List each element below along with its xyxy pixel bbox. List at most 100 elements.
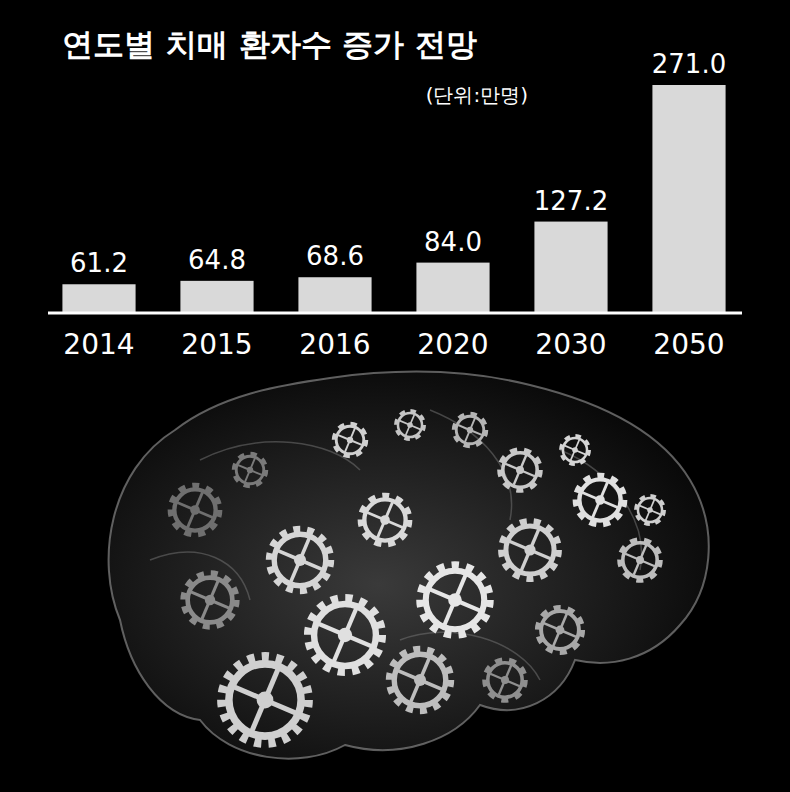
gear	[390, 650, 450, 710]
gear-spoke	[202, 600, 210, 619]
gear-rim	[563, 438, 587, 462]
gear	[396, 411, 424, 439]
gear-spoke	[465, 430, 470, 442]
gear-spoke	[490, 674, 505, 680]
gear-teeth	[334, 424, 366, 456]
gear-teeth	[390, 650, 450, 710]
gear-teeth	[396, 411, 424, 439]
gear-spoke	[640, 560, 655, 566]
gear-rim	[426, 571, 484, 629]
gear-teeth	[500, 450, 540, 490]
gear-rim	[336, 426, 364, 454]
gear-rim	[188, 578, 233, 623]
gear-spoke	[195, 510, 213, 517]
gear-teeth	[620, 540, 660, 580]
gear-rim	[541, 611, 579, 649]
gear-rim	[506, 526, 554, 574]
gear-teeth	[485, 660, 525, 700]
chart-svg: 연도별 치매 환자수 증가 전망(단위:만명)61.2201464.820156…	[0, 0, 790, 792]
gear-spoke	[514, 470, 520, 485]
gear-spoke	[521, 550, 530, 571]
gear-teeth	[561, 436, 589, 464]
gear	[223, 658, 307, 742]
gear-rim	[274, 534, 326, 586]
gear-spoke	[650, 500, 654, 510]
gear-spoke	[300, 560, 322, 569]
gear-spoke	[509, 541, 530, 550]
gear-spoke	[420, 658, 429, 680]
gear-spoke	[400, 421, 410, 425]
x-tick-label: 2030	[535, 328, 606, 361]
data-label: 127.2	[534, 186, 608, 216]
x-tick-label: 2015	[181, 328, 252, 361]
gear-spoke	[553, 630, 560, 646]
gear-spoke	[385, 520, 403, 527]
x-tick-label: 2016	[299, 328, 370, 361]
gear-spoke	[385, 502, 392, 520]
gear-rim	[364, 499, 405, 540]
subtitle: (단위:만명)	[426, 83, 528, 107]
gear-spoke	[350, 440, 362, 445]
gear	[309, 599, 381, 671]
gear-rim	[394, 654, 446, 706]
gear-teeth	[234, 454, 266, 486]
gear	[270, 530, 330, 590]
bar	[652, 85, 725, 312]
gear	[485, 660, 525, 700]
gear-spoke	[600, 500, 618, 507]
gear	[184, 574, 236, 626]
gear-spoke	[338, 435, 350, 440]
gear-teeth	[309, 599, 381, 671]
gear-spoke	[398, 671, 420, 680]
gear-teeth	[636, 496, 664, 524]
brain-outline	[109, 372, 709, 759]
bar	[416, 263, 489, 312]
gear	[561, 436, 589, 464]
brain-folds	[150, 410, 642, 680]
gear-spoke	[634, 560, 640, 575]
gear	[502, 522, 558, 578]
gear-spoke	[470, 418, 475, 430]
gear-spoke	[195, 492, 202, 510]
baseline	[48, 312, 742, 315]
gear-spoke	[188, 510, 195, 528]
gear-spoke	[378, 520, 385, 538]
gear-spoke	[250, 458, 255, 470]
gear-spoke	[406, 425, 410, 435]
gear-teeth	[502, 522, 558, 578]
gear	[361, 496, 409, 544]
gear-rim	[623, 543, 657, 577]
background	[0, 0, 790, 792]
gear	[636, 496, 664, 524]
gear-rim	[174, 489, 215, 530]
gear-rim	[488, 663, 522, 697]
gear-spoke	[575, 440, 579, 450]
gear-spoke	[646, 510, 650, 520]
gear-spoke	[625, 554, 640, 560]
gear-teeth	[576, 476, 624, 524]
x-tick-label: 2050	[653, 328, 724, 361]
gear-spoke	[350, 428, 355, 440]
gear-teeth	[270, 530, 330, 590]
gear-spoke	[530, 529, 539, 550]
gear-spoke	[560, 614, 567, 630]
gear	[171, 486, 219, 534]
bar	[180, 281, 253, 312]
gear-spoke	[499, 680, 505, 695]
gear-spoke	[430, 589, 455, 600]
gear-spoke	[210, 581, 218, 600]
gear	[421, 566, 489, 634]
gear-spoke	[505, 680, 520, 686]
gear-teeth	[538, 608, 582, 652]
gear	[538, 608, 582, 652]
gear-spoke	[345, 608, 356, 635]
gear-spoke	[458, 425, 470, 430]
gear-rim	[314, 604, 376, 666]
gear-spoke	[593, 500, 600, 518]
gear	[620, 540, 660, 580]
bars	[62, 85, 725, 312]
gear-spoke	[191, 592, 210, 600]
gear-spoke	[367, 513, 385, 520]
gear-rim	[579, 479, 620, 520]
gear-teeth	[454, 414, 486, 446]
